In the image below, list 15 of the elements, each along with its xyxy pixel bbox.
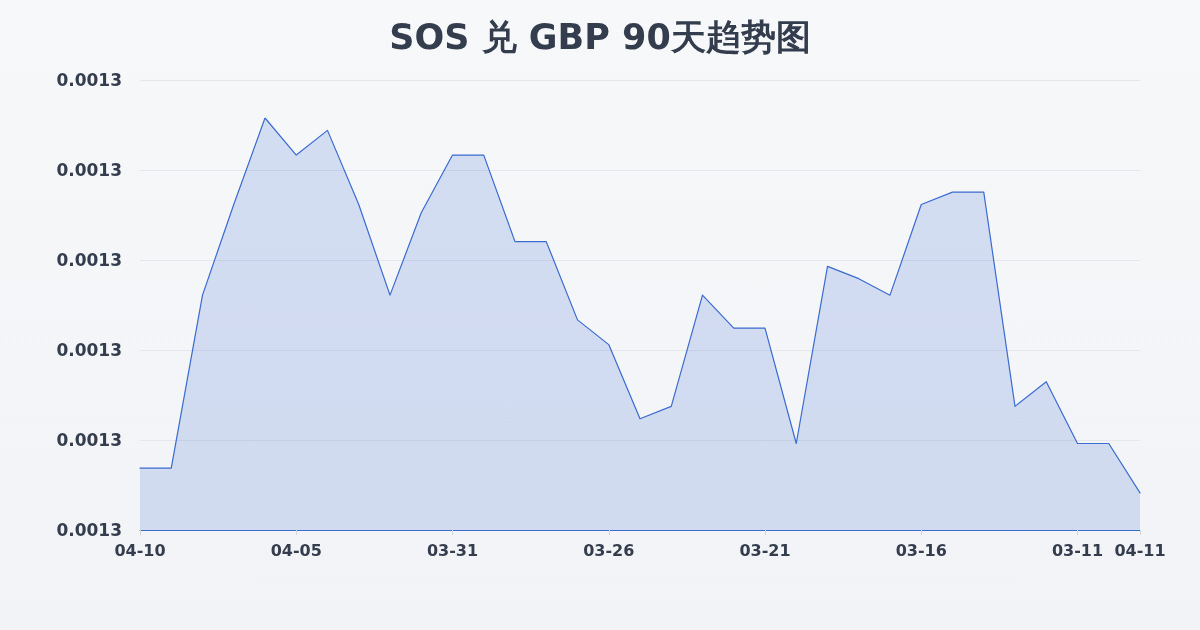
x-tick-label: 03-16 bbox=[895, 540, 947, 560]
category-label: 0.0013 bbox=[56, 250, 122, 270]
x-tick-label: 03-11 bbox=[1051, 540, 1104, 560]
x-tick-label: 04-10 bbox=[114, 540, 166, 560]
chart-title: SOS 兑 GBP 90天趋势图 bbox=[389, 16, 811, 57]
x-tick-label: 04-05 bbox=[270, 540, 322, 560]
x-tick-label: 04-11 bbox=[1114, 540, 1166, 560]
category-label: 0.0013 bbox=[56, 340, 122, 360]
x-tick-label: 03-21 bbox=[739, 540, 791, 560]
category-label: 0.0013 bbox=[56, 70, 122, 90]
category-label: 0.0013 bbox=[56, 520, 122, 540]
category-label: 0.0013 bbox=[56, 160, 122, 180]
x-tick-label: 03-26 bbox=[583, 540, 635, 560]
category-label: 0.0013 bbox=[56, 430, 122, 450]
x-tick-label: 03-31 bbox=[426, 540, 479, 560]
